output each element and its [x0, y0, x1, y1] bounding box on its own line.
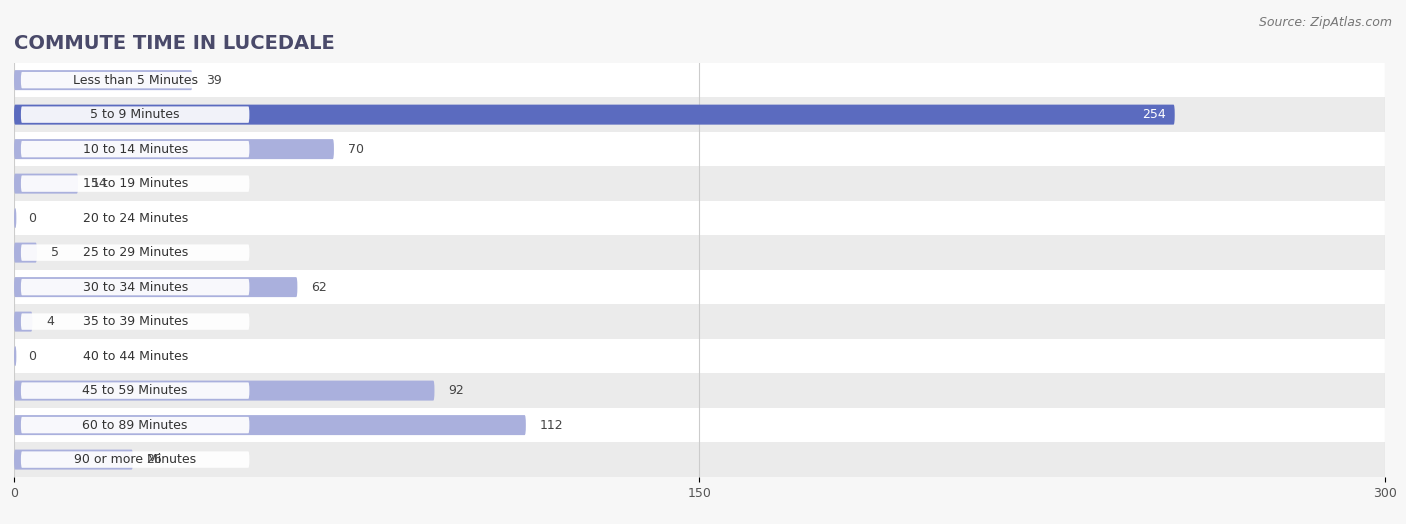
Text: 0: 0 — [28, 350, 35, 363]
Text: 39: 39 — [207, 74, 222, 86]
FancyBboxPatch shape — [14, 312, 32, 332]
Text: 35 to 39 Minutes: 35 to 39 Minutes — [83, 315, 188, 328]
FancyBboxPatch shape — [14, 277, 298, 297]
Text: 5: 5 — [51, 246, 59, 259]
Bar — [14, 442, 1385, 477]
Text: 30 to 34 Minutes: 30 to 34 Minutes — [83, 281, 188, 293]
FancyBboxPatch shape — [21, 348, 249, 364]
Text: 20 to 24 Minutes: 20 to 24 Minutes — [83, 212, 188, 225]
Text: Less than 5 Minutes: Less than 5 Minutes — [73, 74, 198, 86]
FancyBboxPatch shape — [14, 243, 37, 263]
Text: 45 to 59 Minutes: 45 to 59 Minutes — [83, 384, 188, 397]
Text: 5 to 9 Minutes: 5 to 9 Minutes — [90, 108, 180, 121]
Text: 40 to 44 Minutes: 40 to 44 Minutes — [83, 350, 188, 363]
Text: 254: 254 — [1142, 108, 1166, 121]
Bar — [14, 270, 1385, 304]
FancyBboxPatch shape — [14, 380, 434, 401]
Text: 10 to 14 Minutes: 10 to 14 Minutes — [83, 143, 188, 156]
Text: 0: 0 — [28, 212, 35, 225]
FancyBboxPatch shape — [21, 451, 249, 468]
Text: 15 to 19 Minutes: 15 to 19 Minutes — [83, 177, 188, 190]
FancyBboxPatch shape — [14, 105, 1175, 125]
FancyBboxPatch shape — [21, 279, 249, 296]
Text: 62: 62 — [311, 281, 326, 293]
Text: COMMUTE TIME IN LUCEDALE: COMMUTE TIME IN LUCEDALE — [14, 34, 335, 53]
FancyBboxPatch shape — [21, 313, 249, 330]
Bar — [14, 235, 1385, 270]
FancyBboxPatch shape — [14, 415, 526, 435]
FancyBboxPatch shape — [21, 417, 249, 433]
FancyBboxPatch shape — [21, 210, 249, 226]
FancyBboxPatch shape — [14, 70, 193, 90]
Text: 25 to 29 Minutes: 25 to 29 Minutes — [83, 246, 188, 259]
FancyBboxPatch shape — [21, 383, 249, 399]
Bar — [14, 374, 1385, 408]
Bar — [14, 201, 1385, 235]
Text: 70: 70 — [347, 143, 364, 156]
FancyBboxPatch shape — [14, 450, 134, 470]
FancyBboxPatch shape — [21, 106, 249, 123]
FancyBboxPatch shape — [21, 176, 249, 192]
FancyBboxPatch shape — [21, 244, 249, 261]
Bar — [14, 132, 1385, 167]
Text: 14: 14 — [91, 177, 107, 190]
Bar — [14, 97, 1385, 132]
Bar — [14, 63, 1385, 97]
Bar — [14, 339, 1385, 374]
Bar — [14, 167, 1385, 201]
Text: 92: 92 — [449, 384, 464, 397]
FancyBboxPatch shape — [14, 173, 79, 194]
Text: 4: 4 — [46, 315, 53, 328]
Text: 60 to 89 Minutes: 60 to 89 Minutes — [83, 419, 188, 432]
FancyBboxPatch shape — [21, 141, 249, 157]
Text: 112: 112 — [540, 419, 564, 432]
Text: 26: 26 — [146, 453, 162, 466]
FancyBboxPatch shape — [14, 139, 335, 159]
Bar — [14, 408, 1385, 442]
FancyBboxPatch shape — [14, 346, 17, 366]
FancyBboxPatch shape — [14, 208, 17, 228]
Bar — [14, 304, 1385, 339]
Text: Source: ZipAtlas.com: Source: ZipAtlas.com — [1258, 16, 1392, 29]
FancyBboxPatch shape — [21, 72, 249, 89]
Text: 90 or more Minutes: 90 or more Minutes — [75, 453, 197, 466]
